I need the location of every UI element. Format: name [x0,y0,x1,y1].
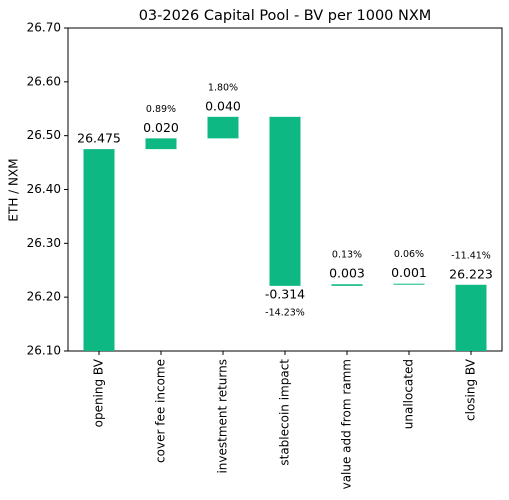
x-tick-label: unallocated [402,359,416,429]
x-tick-label: cover fee income [154,359,168,463]
value-label: 0.003 [329,266,365,281]
value-label: 0.001 [391,265,427,280]
bar [455,284,487,351]
percent-label: -14.23% [265,307,305,318]
x-tick-label: closing BV [464,358,478,421]
percent-label: -11.41% [451,250,491,261]
y-tick-label: 26.10 [27,344,61,358]
x-tick-label: investment returns [216,359,230,474]
value-label: 26.475 [77,131,121,146]
y-axis-label: ETH / NXM [7,158,21,221]
y-tick-label: 26.50 [27,128,61,142]
percent-label: 0.13% [332,250,362,261]
x-tick-label: opening BV [92,358,106,427]
y-tick-label: 26.60 [27,74,61,88]
value-label: 26.223 [449,266,493,281]
y-tick-label: 26.40 [27,182,61,196]
bar [331,284,363,286]
chart-title: 03-2026 Capital Pool - BV per 1000 NXM [139,8,432,24]
bar [269,116,301,286]
bar [145,138,177,150]
percent-label: 0.89% [146,104,176,115]
x-tick-label: stablecoin impact [278,359,292,466]
percent-label: 0.06% [394,249,424,260]
value-label: -0.314 [265,286,305,301]
x-tick-label: value add from ramm [340,359,354,489]
bar [207,116,239,139]
bar [393,283,425,285]
percent-label: 1.80% [208,82,238,93]
value-label: 0.020 [143,120,179,135]
y-tick-label: 26.30 [27,236,61,250]
y-tick-label: 26.70 [27,21,61,35]
bar [83,149,115,351]
value-label: 0.040 [205,98,241,113]
y-tick-label: 26.20 [27,290,61,304]
